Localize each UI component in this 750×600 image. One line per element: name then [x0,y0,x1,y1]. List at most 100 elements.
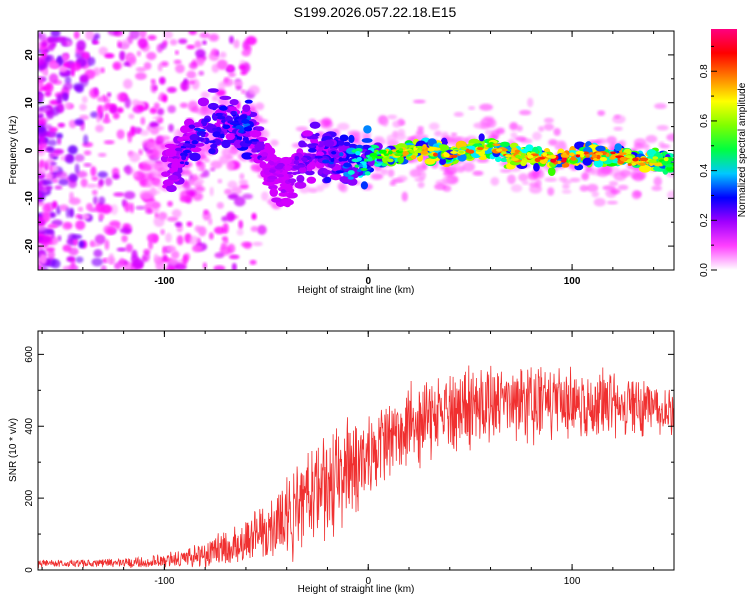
spectrogram-cell [636,171,647,180]
spectrogram-cell [116,247,127,252]
spectrogram-cell [65,155,75,164]
spectrogram-cell [667,190,674,200]
spectrogram-cell [129,31,140,40]
spectrogram-cell [321,117,332,126]
spectrogram-cell [639,164,651,173]
spectrogram-cell [116,92,126,102]
spectrogram-cell [654,103,667,110]
spectrogram-cell [62,54,69,61]
spectrogram-cell [284,165,293,172]
spectrogram-cell [135,72,147,80]
spectrogram-cell [314,155,323,159]
spectrogram-cell [593,197,606,207]
spectrogram-xlabel: Height of straight line (km) [298,285,415,296]
spectrogram-cell [97,96,104,102]
spectrogram-cell [186,44,196,50]
spectrogram-cell [153,215,165,227]
spectrogram-cell [54,36,67,42]
spectrogram-cell [424,158,436,165]
spectrogram-cell [277,162,285,168]
spectrogram-cell [163,31,173,39]
spectrogram-cell [127,56,136,64]
spectrogram-cell [490,176,500,186]
spectrogram-cell [167,174,179,181]
spectrogram-cell [75,214,82,219]
spectrogram-cell [167,200,173,207]
spectrogram-cell [68,179,78,189]
spectrogram-cell [306,176,317,184]
x-tick-label: 0 [365,576,371,587]
spectrogram-cell [415,130,425,136]
spectrogram-cell [140,192,153,200]
spectrogram-cell [354,164,360,168]
spectrogram-cell [150,78,156,84]
spectrogram-cell [146,141,155,150]
spectrogram-cell [653,162,663,167]
spectrogram-cell [166,86,177,94]
spectrogram-cell [227,243,236,254]
spectrogram-cell [141,172,154,181]
spectrogram-cell [62,62,71,68]
spectrogram-cell [415,145,423,149]
spectrogram-cell [370,173,384,180]
spectrogram-cell [119,227,132,234]
spectrogram-cell [38,265,44,270]
spectrogram-cell [38,92,44,101]
spectrogram-cell [175,64,185,74]
spectrogram-cell [112,62,121,70]
spectrogram-cell [200,133,206,138]
spectrogram-cell [388,150,393,155]
spectrogram-cell [212,127,218,132]
spectrogram-cell [229,98,239,106]
spectrogram-cell [301,130,314,137]
spectrogram-cell [666,164,673,168]
spectrogram-cell [47,43,55,51]
spectrogram-cell [269,188,279,197]
spectrogram-cell [347,170,355,175]
spectrogram-cell [287,171,293,175]
spectrogram-cell [538,126,545,132]
spectrogram-cell [241,89,246,94]
spectrogram-cell [561,157,567,162]
spectrogram-cell [123,191,136,200]
spectrogram-cell [176,235,184,246]
spectrogram-cell [339,152,344,157]
spectrogram-cell [52,148,64,155]
spectrogram-cell [534,157,541,163]
spectrogram-cell [193,122,203,127]
spectrogram-cell [104,239,110,251]
spectrogram-cell [261,191,269,202]
spectrogram-cell [496,148,503,152]
spectrogram-cell [450,154,458,158]
spectrogram-cell [74,163,80,174]
spectrogram-cell [356,157,362,162]
spectrogram-cell [606,200,618,205]
spectrogram-cell [301,157,307,161]
snr-panel: -100 0 100 0 200 400 600 Height of straight li… [8,330,675,595]
spectrogram-cell [220,242,227,251]
spectrogram-cell [242,123,251,127]
spectrogram-cell [450,132,458,137]
spectrogram-cell [570,156,577,161]
spectrogram-cell [443,152,450,158]
spectrogram-cell [212,107,217,111]
spectrogram-cell [613,171,627,181]
spectrogram-cell [269,160,275,166]
spectrogram-cell [168,258,178,265]
spectrogram-cell [526,152,531,156]
spectrogram-cell [118,257,126,269]
spectrogram-cell [226,160,235,171]
spectrogram-cell [62,40,67,46]
spectrogram-cell [195,185,205,193]
spectrogram-cell [527,154,534,159]
spectrogram-cell [106,92,112,98]
spectrogram-cell [45,172,53,182]
spectrogram-cell [100,204,113,214]
snr-ticks: -100 0 100 0 200 400 600 [24,331,674,587]
spectrogram-cell [211,95,219,102]
spectrogram-cell [465,148,470,153]
spectrogram-cell [221,139,231,149]
spectrogram-cell [254,142,266,151]
